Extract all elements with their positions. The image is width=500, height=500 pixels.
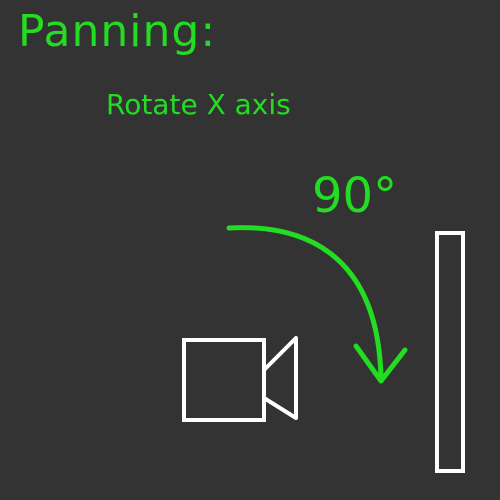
title: Panning: — [18, 6, 217, 57]
wall-surface — [435, 231, 465, 473]
arrow-head — [353, 343, 408, 384]
camera-body — [182, 338, 266, 422]
angle-label: 90° — [312, 168, 398, 224]
subtitle: Rotate X axis — [106, 88, 291, 121]
rotation-arc — [226, 225, 384, 381]
camera-lens — [262, 336, 298, 420]
curved-arrow-icon — [226, 225, 408, 384]
camera-icon — [182, 336, 298, 422]
